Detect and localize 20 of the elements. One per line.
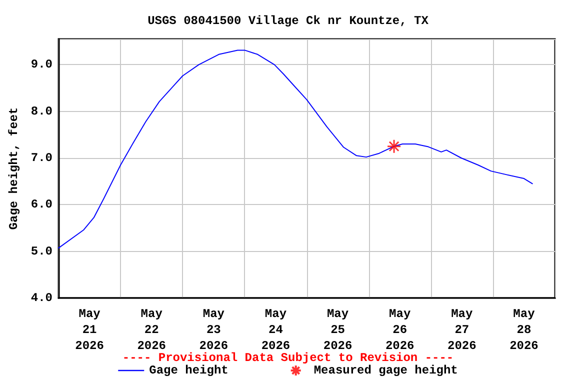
y-tick-label: 9.0 — [30, 58, 53, 72]
x-tick-label: May 24 2026 — [261, 307, 290, 353]
y-tick-label: 7.0 — [30, 151, 53, 165]
x-tick-label: May 23 2026 — [199, 307, 228, 353]
y-tick-label: 5.0 — [30, 244, 53, 258]
y-axis-title: Gage height, feet — [7, 107, 21, 230]
chart-title: USGS 08041500 Village Ck nr Kountze, TX — [148, 14, 430, 28]
text: ---- Provisional Data Subject to Revision ---- — [122, 351, 454, 365]
x-tick-label: May 28 2026 — [510, 307, 538, 353]
y-tick-label: 4.0 — [30, 291, 53, 305]
x-tick-label: May 25 2026 — [323, 307, 352, 353]
y-tick-label: 8.0 — [30, 104, 53, 118]
x-tick-label: May 27 2026 — [448, 307, 476, 353]
x-tick-label: May 22 2026 — [137, 307, 166, 353]
legend-label: Gage height — [149, 364, 228, 378]
x-tick-label: May 21 2026 — [75, 307, 104, 353]
y-tick-label: 6.0 — [30, 198, 53, 212]
x-tick-label: May 26 2026 — [385, 307, 414, 353]
legend-label: Measured gage height — [314, 364, 458, 378]
line-series — [58, 50, 533, 249]
